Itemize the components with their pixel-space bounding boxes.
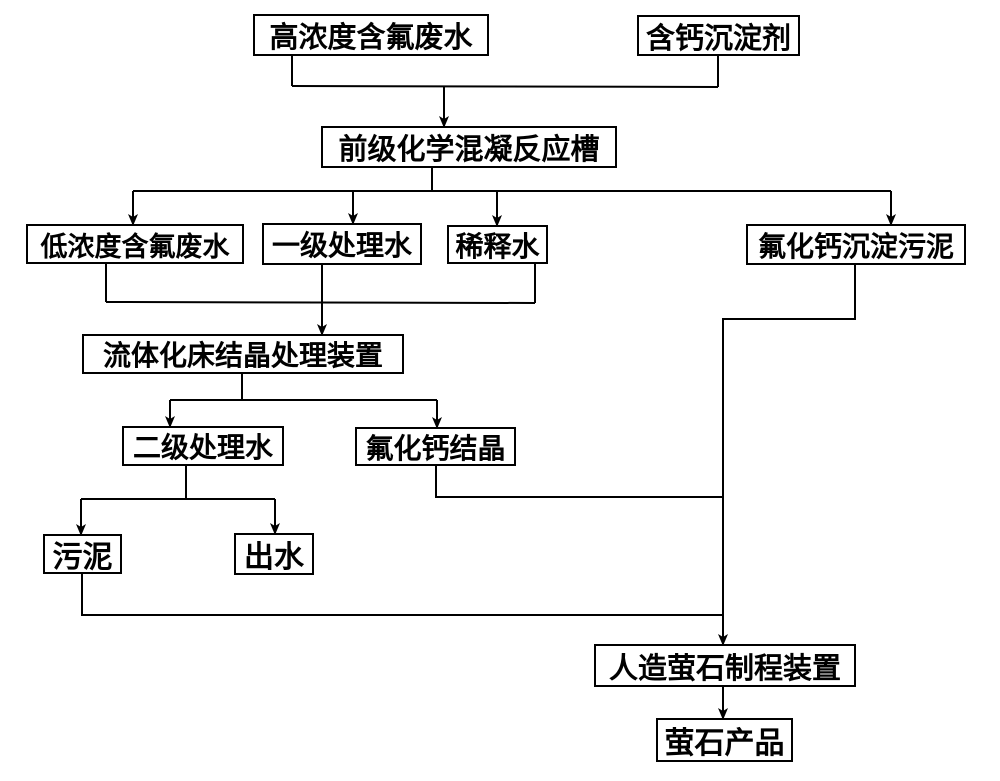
node-dilution-water: 稀释水 (447, 225, 548, 264)
node-calcium-precipitant: 含钙沉淀剂 (637, 15, 800, 56)
node-label: 高浓度含氟废水 (269, 14, 472, 56)
node-label: 低浓度含氟废水 (41, 225, 230, 264)
node-label: 一级处理水 (272, 224, 412, 264)
node-secondary-treated-water: 二级处理水 (122, 426, 284, 466)
node-label: 稀释水 (455, 225, 539, 265)
node-label: 人造萤石制程装置 (609, 645, 841, 687)
node-sludge: 污泥 (43, 534, 122, 574)
node-high-conc-wastewater: 高浓度含氟废水 (253, 14, 489, 56)
node-effluent: 出水 (234, 533, 314, 575)
node-label: 含钙沉淀剂 (646, 15, 791, 57)
node-label: 出水 (244, 532, 304, 576)
node-fluidized-bed-crystallizer: 流体化床结晶处理装置 (82, 334, 404, 374)
node-pre-coagulation-tank: 前级化学混凝反应槽 (321, 126, 617, 168)
node-label: 污泥 (53, 532, 113, 576)
node-primary-treated-water: 一级处理水 (262, 223, 422, 265)
node-caf2-sludge: 氟化钙沉淀污泥 (746, 224, 966, 265)
node-low-conc-wastewater: 低浓度含氟废水 (26, 224, 244, 264)
node-label: 氟化钙结晶 (365, 427, 505, 467)
node-label: 流体化床结晶处理装置 (103, 334, 383, 374)
node-label: 萤石产品 (665, 718, 785, 762)
node-label: 氟化钙沉淀污泥 (758, 225, 954, 265)
node-label: 前级化学混凝反应槽 (338, 126, 599, 168)
node-fluorite-process-unit: 人造萤石制程装置 (594, 644, 856, 687)
node-caf2-crystals: 氟化钙结晶 (355, 427, 516, 466)
node-fluorite-product: 萤石产品 (656, 718, 793, 762)
node-label: 二级处理水 (133, 426, 273, 466)
